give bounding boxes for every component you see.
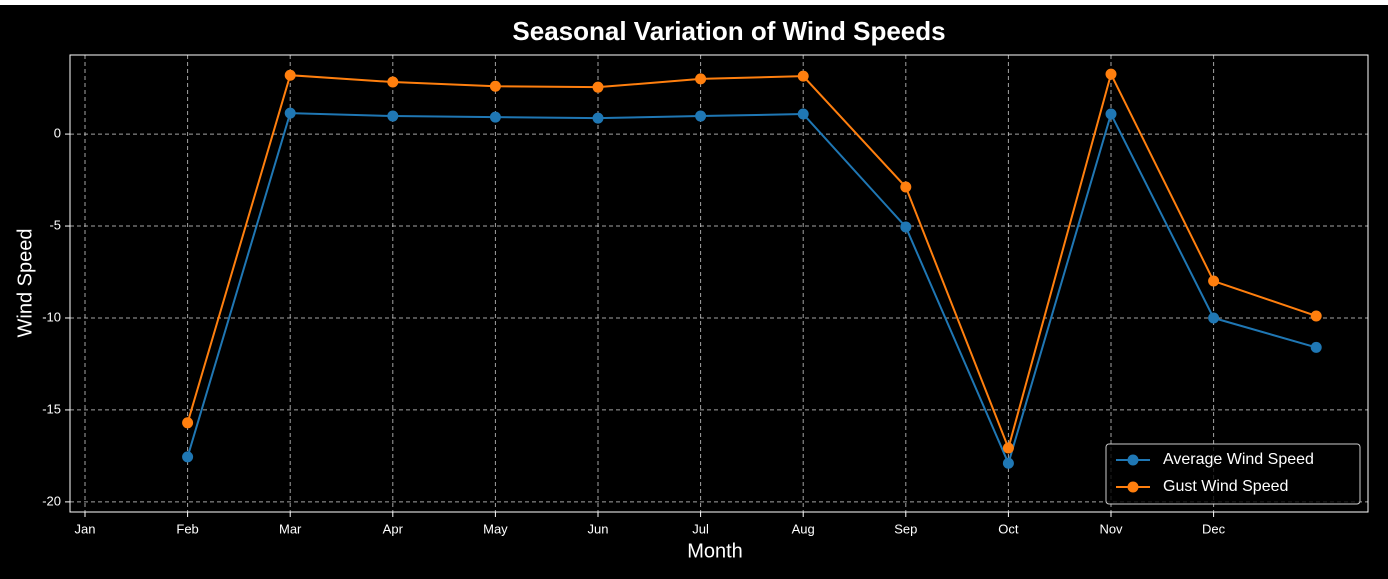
x-tick-label: Nov: [1099, 521, 1123, 536]
x-tick-label: Apr: [383, 521, 404, 536]
x-tick-label: Sep: [894, 521, 917, 536]
chart-title: Seasonal Variation of Wind Speeds: [512, 16, 945, 46]
marker: [387, 76, 399, 88]
marker: [797, 70, 809, 82]
marker: [489, 111, 501, 123]
line: [186, 71, 1317, 452]
legend-marker: [1127, 454, 1139, 466]
legend-label: Average Wind Speed: [1163, 451, 1314, 468]
marker: [900, 221, 912, 233]
y-tick-label: -20: [42, 493, 61, 508]
x-tick-label: Jun: [588, 521, 609, 536]
legend-marker: [1127, 481, 1139, 493]
plot: [182, 68, 1322, 469]
x-tick-label: Mar: [279, 521, 302, 536]
grid: -20 -15 -10 -5 0 Jan Feb Mar Apr May Jun Jul Aug Sep O…: [42, 55, 1368, 536]
x-axis-label: Month: [687, 540, 743, 562]
x-tick-label: Feb: [176, 521, 198, 536]
marker: [1310, 310, 1322, 322]
x-tick-label: Jan: [75, 521, 96, 536]
marker: [695, 73, 707, 85]
marker: [1105, 108, 1117, 120]
marker: [489, 80, 501, 92]
legend-box: [1105, 443, 1361, 505]
marker: [900, 181, 912, 193]
marker: [1208, 312, 1220, 324]
marker: [182, 417, 194, 429]
x-tick-label: Aug: [792, 521, 815, 536]
legend-label: Gust Wind Speed: [1163, 478, 1288, 495]
line: [186, 111, 1317, 467]
marker: [592, 112, 604, 124]
y-tick-label: 0: [54, 126, 61, 141]
marker: [1002, 457, 1014, 469]
marker: [1002, 442, 1014, 454]
marker: [387, 110, 399, 122]
y-axis-label: Wind Speed: [14, 229, 36, 338]
y-tick-label: -10: [42, 309, 61, 324]
marker: [797, 108, 809, 120]
marker: [592, 81, 604, 93]
y-tick-label: -15: [42, 401, 61, 416]
x-tick-label: Oct: [998, 521, 1019, 536]
plot-frame: [69, 54, 1369, 513]
marker: [1310, 341, 1322, 353]
marker: [284, 69, 296, 81]
marker: [1208, 275, 1220, 287]
legend: Average Wind Speed Gust Wind Speed: [1105, 443, 1361, 505]
x-tick-label: Dec: [1202, 521, 1226, 536]
marker: [182, 451, 194, 463]
x-tick-label: May: [483, 521, 508, 536]
x-tick-label: Jul: [692, 521, 709, 536]
y-tick-label: -5: [49, 217, 61, 232]
marker: [284, 107, 296, 119]
marker: [1105, 68, 1117, 80]
marker: [695, 110, 707, 122]
